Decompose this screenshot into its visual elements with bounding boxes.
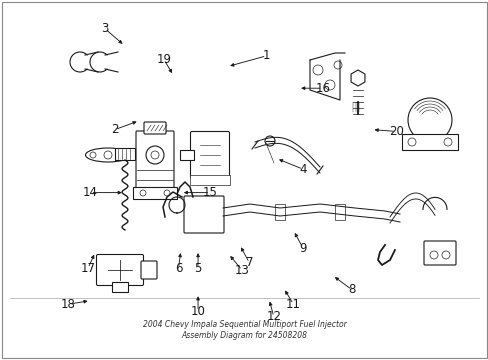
Text: 6: 6	[174, 262, 182, 275]
Circle shape	[104, 151, 112, 159]
Ellipse shape	[85, 148, 130, 162]
Text: 18: 18	[61, 298, 76, 311]
Circle shape	[443, 138, 451, 146]
FancyBboxPatch shape	[96, 255, 143, 285]
Text: 20: 20	[388, 125, 403, 138]
Text: 17: 17	[81, 262, 95, 275]
Text: 2004 Chevy Impala Sequential Multiport Fuel Injector
Assembly Diagram for 245082: 2004 Chevy Impala Sequential Multiport F…	[142, 320, 346, 340]
Bar	[334, 204, 345, 220]
Bar	[115, 148, 135, 160]
Circle shape	[90, 152, 96, 158]
Text: 5: 5	[194, 262, 202, 275]
Circle shape	[312, 65, 323, 75]
FancyBboxPatch shape	[141, 261, 157, 279]
Circle shape	[151, 151, 159, 159]
Text: 19: 19	[156, 53, 171, 66]
Text: 12: 12	[266, 310, 281, 323]
Bar	[401, 134, 457, 150]
Text: 16: 16	[315, 82, 329, 95]
Bar	[133, 187, 177, 199]
Text: 9: 9	[299, 242, 306, 255]
Bar	[274, 204, 285, 220]
Text: 8: 8	[347, 283, 355, 296]
Text: 7: 7	[245, 256, 253, 269]
Circle shape	[163, 190, 170, 196]
FancyBboxPatch shape	[423, 241, 455, 265]
Circle shape	[407, 98, 451, 142]
Text: 14: 14	[83, 186, 98, 199]
Bar	[190, 175, 229, 185]
Circle shape	[407, 138, 415, 146]
Bar	[112, 282, 128, 292]
Bar	[180, 150, 194, 160]
Circle shape	[325, 80, 334, 90]
Text: 3: 3	[101, 22, 109, 35]
FancyBboxPatch shape	[190, 131, 229, 179]
Circle shape	[441, 251, 449, 259]
Text: 13: 13	[234, 264, 249, 276]
Circle shape	[333, 61, 341, 69]
Text: 2: 2	[111, 123, 119, 136]
Text: 15: 15	[203, 186, 217, 199]
Circle shape	[120, 152, 126, 158]
Text: 10: 10	[190, 305, 205, 318]
FancyBboxPatch shape	[143, 122, 165, 134]
Circle shape	[264, 136, 274, 146]
FancyBboxPatch shape	[136, 131, 174, 188]
Text: 4: 4	[299, 163, 306, 176]
Circle shape	[429, 251, 437, 259]
Text: 11: 11	[285, 298, 300, 311]
Text: 1: 1	[262, 49, 270, 62]
FancyBboxPatch shape	[183, 196, 224, 233]
Circle shape	[146, 146, 163, 164]
Circle shape	[140, 190, 146, 196]
